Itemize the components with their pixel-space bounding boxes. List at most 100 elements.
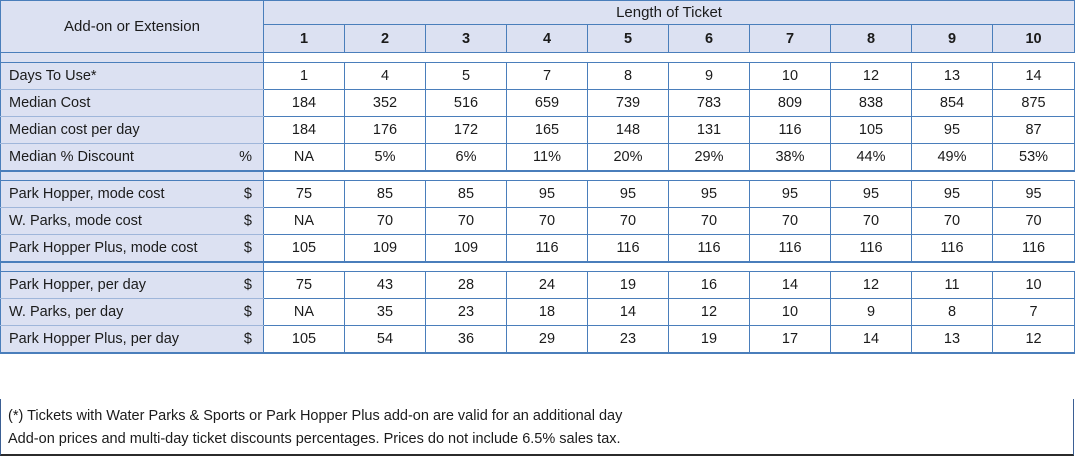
data-cell: 5%	[344, 143, 426, 172]
group-separator-data-cell	[263, 169, 1075, 181]
row-label-cell: Park Hopper Plus, per day $	[0, 325, 264, 354]
row-label-text: Median cost per day	[9, 122, 140, 138]
column-header-10: 10	[991, 24, 1075, 53]
row-label-inner: Park Hopper, mode cost $	[2, 182, 263, 207]
data-cell: 14	[749, 271, 831, 299]
data-cell: 116	[991, 234, 1075, 263]
row-unit-symbol: %	[239, 148, 252, 165]
data-cell: 10	[991, 271, 1075, 299]
data-cell: 14	[830, 325, 912, 354]
data-cell: 105	[263, 234, 345, 263]
column-header-4: 4	[506, 24, 588, 53]
row-unit-symbol: $	[243, 213, 252, 229]
column-header-7: 7	[749, 24, 831, 53]
data-cell: 70	[344, 207, 426, 235]
footnotes-block: (*) Tickets with Water Parks & Sports or…	[0, 399, 1074, 456]
data-cell: 95	[506, 180, 588, 208]
data-cell: 75	[263, 271, 345, 299]
table-row: W. Parks, per day $ NA 35 23 18 14 12 10 9 8 7	[0, 298, 1075, 326]
data-cell: NA	[263, 207, 345, 235]
data-cell: 7	[991, 298, 1075, 326]
row-unit-symbol: $	[243, 239, 252, 256]
data-cell: 19	[587, 271, 669, 299]
data-cell: 43	[344, 271, 426, 299]
data-cell: 95	[830, 180, 912, 208]
data-cell: 49%	[911, 143, 993, 172]
data-cell: 13	[911, 62, 993, 90]
data-cell: 12	[668, 298, 750, 326]
data-cell: 165	[506, 116, 588, 144]
data-cell: 10	[749, 298, 831, 326]
column-header-2: 2	[344, 24, 426, 53]
column-header-5: 5	[587, 24, 669, 53]
data-cell: 10	[749, 62, 831, 90]
row-label-inner: Park Hopper Plus, mode cost $	[2, 236, 263, 260]
data-cell: NA	[263, 143, 345, 172]
data-cell: 54	[344, 325, 426, 354]
row-label-cell: W. Parks, per day $	[0, 298, 264, 326]
data-cell: 352	[344, 89, 426, 117]
data-cell: 12	[991, 325, 1075, 354]
addon-extension-table: Add-on or Extension Length of Ticket 1 2 3 4 5…	[0, 0, 1075, 354]
row-label-cell: Park Hopper, mode cost $	[0, 180, 264, 208]
column-header-3: 3	[425, 24, 507, 53]
data-cell: 38%	[749, 143, 831, 172]
data-cell: 14	[991, 62, 1075, 90]
data-cell: 131	[668, 116, 750, 144]
data-cell: 16	[668, 271, 750, 299]
data-cell: 116	[668, 234, 750, 263]
data-cell: 9	[830, 298, 912, 326]
data-cell: 28	[425, 271, 507, 299]
row-label-text: Median Cost	[9, 95, 91, 111]
data-cell: 70	[668, 207, 750, 235]
data-cell: 70	[830, 207, 912, 235]
data-cell: 18	[506, 298, 588, 326]
table-row: Park Hopper Plus, mode cost $105 109 109 116…	[0, 234, 1075, 263]
corner-header-addon-or-extension: Add-on or Extension	[0, 0, 264, 53]
data-cell: 85	[344, 180, 426, 208]
data-cell: 23	[587, 325, 669, 354]
group-separator-data-cell	[263, 52, 1075, 63]
table-row: Days To Use* 1 4 5 7 8 9 10 12 13 14	[0, 62, 1075, 90]
row-label-cell: Median cost per day	[0, 116, 264, 144]
data-cell: 95	[991, 180, 1075, 208]
data-cell: 659	[506, 89, 588, 117]
data-cell: 184	[263, 116, 345, 144]
row-label-text: Park Hopper Plus, mode cost	[9, 239, 198, 256]
data-cell: 116	[587, 234, 669, 263]
row-label-inner: Park Hopper, per day $	[2, 273, 263, 298]
table-row: Median cost per day 184 176 172 165 148 131 116…	[0, 116, 1075, 144]
row-label-cell: Days To Use*	[0, 62, 264, 90]
data-cell: 148	[587, 116, 669, 144]
group-separator-row	[0, 52, 1075, 63]
table-row: W. Parks, mode cost $ NA 70 70 70 70 70 70 70 70 70	[0, 207, 1075, 235]
data-cell: 739	[587, 89, 669, 117]
data-cell: 11%	[506, 143, 588, 172]
row-label-text: W. Parks, mode cost	[9, 213, 142, 229]
header-row-top: Add-on or Extension Length of Ticket	[0, 0, 1075, 53]
data-cell: 12	[830, 62, 912, 90]
header-length-of-ticket: Length of Ticket	[262, 0, 1075, 25]
data-cell: 105	[263, 325, 345, 354]
data-cell: 5	[425, 62, 507, 90]
data-cell: 36	[425, 325, 507, 354]
row-label-inner: Days To Use*	[2, 64, 263, 89]
data-cell: 4	[344, 62, 426, 90]
group-separator-label-cell	[0, 260, 264, 272]
data-cell: 87	[991, 116, 1075, 144]
data-cell: 19	[668, 325, 750, 354]
column-header-9: 9	[911, 24, 993, 53]
row-label-cell: Median Cost	[0, 89, 264, 117]
row-unit-symbol: $	[243, 277, 252, 293]
data-cell: 24	[506, 271, 588, 299]
data-cell: 53%	[991, 143, 1075, 172]
data-cell: 70	[749, 207, 831, 235]
data-cell: 109	[344, 234, 426, 263]
row-label-inner: Median Cost	[2, 91, 263, 116]
data-cell: 783	[668, 89, 750, 117]
data-cell: 70	[425, 207, 507, 235]
table-row: Park Hopper, per day $75 43 28 24 19 16 14 12 11 1…	[0, 271, 1075, 299]
data-cell: 116	[506, 234, 588, 263]
data-cell: 95	[911, 116, 993, 144]
